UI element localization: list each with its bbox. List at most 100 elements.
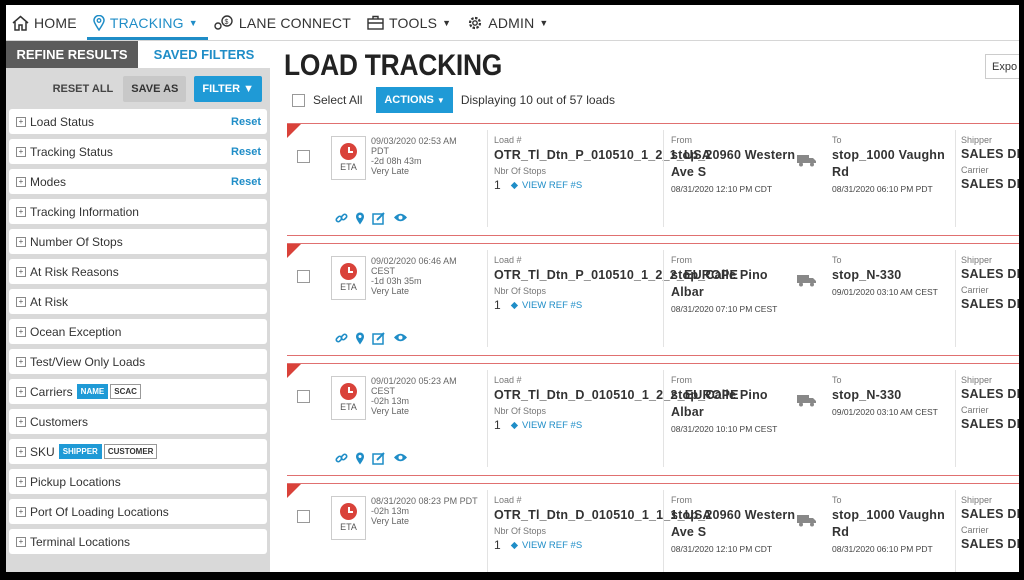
from-column: From stop_20960 Western Ave S 08/31/2020… — [671, 135, 796, 195]
load-card[interactable]: ETA 08/31/2020 08:23 PM PDT -02h 13m Ver… — [287, 483, 1019, 572]
eta-difference: -2d 08h 43m — [371, 156, 422, 166]
row-checkbox[interactable] — [297, 510, 310, 523]
to-location: stop_N-330 — [832, 388, 902, 402]
filter-ocean-exception[interactable]: + Ocean Exception — [9, 319, 267, 344]
eye-icon[interactable] — [393, 332, 408, 343]
reset-link[interactable]: Reset — [231, 145, 261, 158]
chip-name[interactable]: NAME — [76, 384, 109, 399]
tag-icon: ◆ — [510, 179, 518, 191]
filter-sku[interactable]: + SKU SHIPPER CUSTOMER — [9, 439, 267, 464]
load-card[interactable]: ETA 09/01/2020 05:23 AM CEST -02h 13m Ve… — [287, 363, 1019, 476]
reset-link[interactable]: Reset — [231, 115, 261, 128]
link-icon[interactable] — [335, 452, 348, 465]
row-checkbox[interactable] — [297, 150, 310, 163]
from-label: From — [671, 255, 692, 265]
view-ref-link[interactable]: ◆ VIEW REF #S — [511, 540, 583, 551]
reset-all-button[interactable]: RESET ALL — [52, 82, 114, 95]
filter-label: Port Of Loading Locations — [30, 504, 169, 519]
actions-dropdown[interactable]: ACTIONS ▼ — [376, 87, 453, 113]
truck-icon — [797, 515, 816, 527]
shipper-column: Shipper SALES DE Carrier SALES DE — [961, 495, 1019, 551]
filter-modes[interactable]: + Modes Reset — [9, 169, 267, 194]
nav-lane-connect[interactable]: $ LANE CONNECT — [208, 5, 361, 40]
filter-at-risk-reasons[interactable]: + At Risk Reasons — [9, 259, 267, 284]
eye-icon[interactable] — [393, 452, 408, 463]
filter-load-status[interactable]: + Load Status Reset — [9, 109, 267, 134]
nav-home-label: HOME — [34, 14, 77, 31]
map-pin-icon[interactable] — [355, 332, 365, 345]
edit-icon[interactable] — [372, 212, 386, 225]
link-icon[interactable] — [335, 332, 348, 345]
filter-carriers[interactable]: + Carriers NAME SCAC — [9, 379, 267, 404]
chip-customer[interactable]: CUSTOMER — [103, 444, 158, 459]
filter-customers[interactable]: + Customers — [9, 409, 267, 434]
nav-admin[interactable]: ADMIN ▼ — [461, 5, 558, 40]
filter-test-view-only-loads[interactable]: + Test/View Only Loads — [9, 349, 267, 374]
nav-home[interactable]: HOME — [6, 5, 87, 40]
map-pin-icon[interactable] — [355, 212, 365, 225]
row-checkbox[interactable] — [297, 390, 310, 403]
lane-connect-icon: $ — [214, 14, 233, 30]
load-number[interactable]: OTR_Tl_Dtn_D_010510_1_2_2_EUROPE — [494, 388, 739, 402]
export-button[interactable]: Expo — [985, 54, 1019, 79]
load-number[interactable]: OTR_Tl_Dtn_D_010510_1_1_1_USA — [494, 508, 712, 522]
eta-status: Very Late — [371, 166, 410, 176]
carrier-label: Carrier — [961, 165, 989, 175]
view-ref-link[interactable]: ◆ VIEW REF #S — [511, 300, 583, 311]
eta-label: ETA — [340, 402, 357, 412]
eta-date: 09/02/2020 06:46 AM — [371, 256, 457, 266]
top-navigation: HOME TRACKING ▼ $ LANE CONNECT TOOLS ▼ A… — [6, 5, 1019, 41]
edit-icon[interactable] — [372, 452, 386, 465]
view-ref-label: VIEW REF #S — [522, 179, 583, 191]
nav-tools[interactable]: TOOLS ▼ — [361, 5, 461, 40]
edit-icon[interactable] — [372, 332, 386, 345]
row-checkbox[interactable] — [297, 270, 310, 283]
map-pin-icon — [93, 14, 105, 31]
to-column: To stop_1000 Vaughn Rd 08/31/2020 06:10 … — [832, 135, 957, 195]
stops-count: 1 — [494, 298, 501, 312]
filter-button[interactable]: FILTER ▼ — [194, 75, 262, 102]
from-label: From — [671, 375, 692, 385]
filter-tracking-status[interactable]: + Tracking Status Reset — [9, 139, 267, 164]
save-as-button[interactable]: SAVE AS — [123, 75, 187, 102]
filter-sidebar: REFINE RESULTS SAVED FILTERS RESET ALL S… — [6, 41, 270, 572]
filter-at-risk[interactable]: + At Risk — [9, 289, 267, 314]
load-number[interactable]: OTR_Tl_Dtn_P_010510_1_2_1_USA — [494, 148, 712, 162]
eye-icon[interactable] — [393, 212, 408, 223]
from-location: stop_Calle Pino Albar — [671, 388, 768, 419]
stops-label: Nbr Of Stops — [494, 406, 547, 416]
from-column: From stop_Calle Pino Albar 08/31/2020 10… — [671, 375, 796, 435]
funnel-icon: ▼ — [243, 82, 254, 95]
map-pin-icon[interactable] — [355, 452, 365, 465]
truck-icon — [797, 395, 816, 407]
select-all-label[interactable]: Select All — [313, 93, 363, 107]
from-column: From stop_20960 Western Ave S 08/31/2020… — [671, 495, 796, 555]
carrier-label: Carrier — [961, 405, 989, 415]
chip-scac[interactable]: SCAC — [110, 384, 141, 399]
column-divider — [663, 250, 664, 347]
tab-refine-results[interactable]: REFINE RESULTS — [6, 41, 138, 68]
filter-port-of-loading-locations[interactable]: + Port Of Loading Locations — [9, 499, 267, 524]
link-icon[interactable] — [335, 212, 348, 225]
clock-icon — [340, 383, 357, 400]
load-card[interactable]: ETA 09/02/2020 06:46 AM CEST -1d 03h 35m… — [287, 243, 1019, 356]
carrier-label: Carrier — [961, 525, 989, 535]
filter-pickup-locations[interactable]: + Pickup Locations — [9, 469, 267, 494]
load-card[interactable]: ETA 09/03/2020 02:53 AM PDT -2d 08h 43m … — [287, 123, 1019, 236]
eta-difference: -1d 03h 35m — [371, 276, 422, 286]
main-content: LOAD TRACKING Expo Select All ACTIONS ▼ … — [270, 41, 1019, 572]
select-all-checkbox[interactable] — [292, 93, 305, 107]
filter-number-of-stops[interactable]: + Number Of Stops — [9, 229, 267, 254]
view-ref-link[interactable]: ◆ VIEW REF #S — [511, 180, 583, 191]
nav-tracking[interactable]: TRACKING ▼ — [86, 5, 208, 40]
view-ref-link[interactable]: ◆ VIEW REF #S — [511, 420, 583, 431]
filter-tracking-information[interactable]: + Tracking Information — [9, 199, 267, 224]
eta-timezone: CEST — [371, 386, 396, 396]
reset-link[interactable]: Reset — [231, 175, 261, 188]
filter-terminal-locations[interactable]: + Terminal Locations — [9, 529, 267, 554]
load-number-label: Load # — [494, 135, 522, 145]
chip-shipper[interactable]: SHIPPER — [58, 444, 102, 459]
tab-saved-filters[interactable]: SAVED FILTERS — [138, 41, 270, 68]
load-number[interactable]: OTR_Tl_Dtn_P_010510_1_2_2_EUROPE — [494, 268, 739, 282]
card-action-icons — [335, 212, 408, 225]
